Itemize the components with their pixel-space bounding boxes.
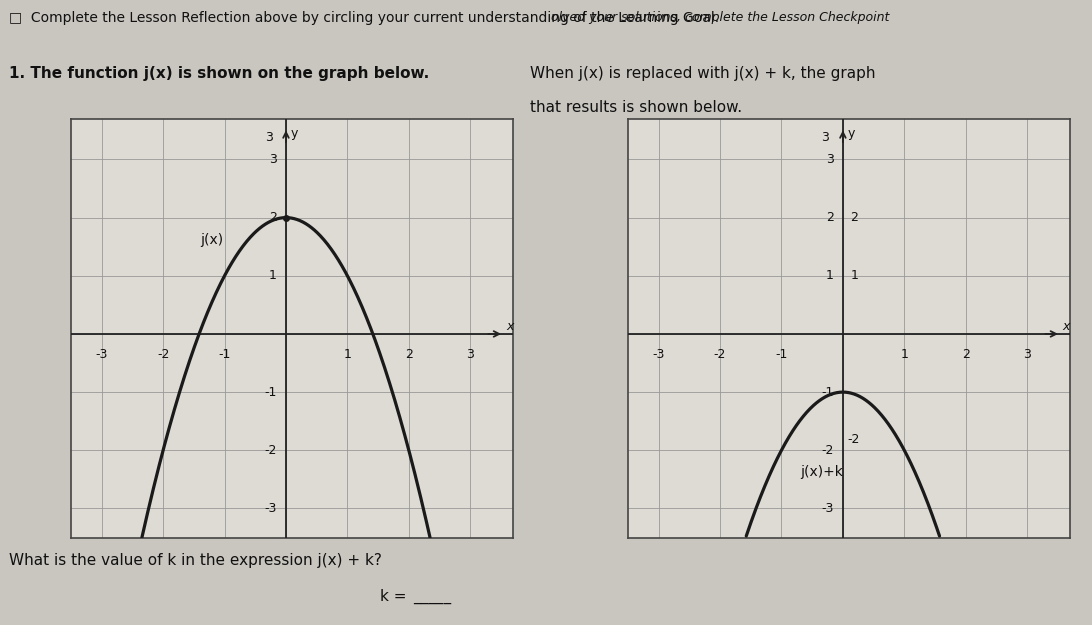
Text: -3: -3 bbox=[821, 502, 833, 515]
Text: -3: -3 bbox=[264, 502, 276, 515]
Text: 3: 3 bbox=[466, 349, 474, 361]
Text: 3: 3 bbox=[1023, 349, 1031, 361]
Text: -2: -2 bbox=[821, 444, 833, 457]
Text: j(x)+k: j(x)+k bbox=[799, 466, 843, 479]
Text: -3: -3 bbox=[652, 349, 665, 361]
Text: -1: -1 bbox=[821, 386, 833, 399]
Text: j(x): j(x) bbox=[200, 232, 223, 247]
Text: x: x bbox=[506, 321, 513, 334]
Text: _____: _____ bbox=[413, 589, 451, 604]
Text: 1: 1 bbox=[851, 269, 858, 282]
Text: 2: 2 bbox=[851, 211, 858, 224]
Text: 1: 1 bbox=[826, 269, 833, 282]
Text: -3: -3 bbox=[95, 349, 108, 361]
Text: -1: -1 bbox=[264, 386, 276, 399]
Text: -1: -1 bbox=[775, 349, 787, 361]
Text: When j(x) is replaced with j(x) + k, the graph: When j(x) is replaced with j(x) + k, the… bbox=[530, 66, 875, 81]
Text: 2: 2 bbox=[269, 211, 276, 224]
Text: y: y bbox=[847, 127, 855, 140]
Text: -2: -2 bbox=[714, 349, 726, 361]
Text: 1: 1 bbox=[901, 349, 909, 361]
Text: k =: k = bbox=[380, 589, 406, 604]
Text: -1: -1 bbox=[218, 349, 230, 361]
Text: What is the value of k in the expression j(x) + k?: What is the value of k in the expression… bbox=[9, 553, 381, 568]
Text: 1. The function j(x) is shown on the graph below.: 1. The function j(x) is shown on the gra… bbox=[9, 66, 429, 81]
Text: -2: -2 bbox=[264, 444, 276, 457]
Text: □  Complete the Lesson Reflection above by circling your current understanding o: □ Complete the Lesson Reflection above b… bbox=[9, 11, 719, 24]
Text: 3: 3 bbox=[269, 153, 276, 166]
Text: 1: 1 bbox=[269, 269, 276, 282]
Text: 3: 3 bbox=[264, 131, 273, 144]
Text: 1: 1 bbox=[344, 349, 352, 361]
Text: olved your solutions, complete the Lesson Checkpoint: olved your solutions, complete the Lesso… bbox=[551, 11, 890, 24]
Text: 2: 2 bbox=[405, 349, 413, 361]
Text: 2: 2 bbox=[826, 211, 833, 224]
Text: 3: 3 bbox=[821, 131, 830, 144]
Text: y: y bbox=[290, 127, 298, 140]
Text: that results is shown below.: that results is shown below. bbox=[530, 100, 741, 115]
Text: -2: -2 bbox=[157, 349, 169, 361]
Text: 2: 2 bbox=[962, 349, 970, 361]
Text: -2: -2 bbox=[847, 433, 860, 446]
Text: x: x bbox=[1063, 321, 1070, 334]
Text: 3: 3 bbox=[826, 153, 833, 166]
